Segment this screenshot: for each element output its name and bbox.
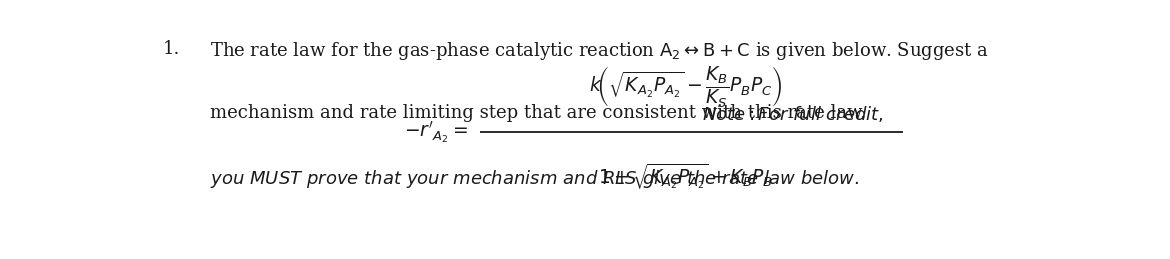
Text: $\it{Note: For\ full\ credit,}$: $\it{Note: For\ full\ credit,}$ [702,104,883,124]
Text: The rate law for the gas-phase catalytic reaction $\mathrm{A_2 \leftrightarrow B: The rate law for the gas-phase catalytic… [209,40,989,62]
Text: 1.: 1. [163,40,180,58]
Text: mechanism and rate limiting step that are consistent with this rate law.: mechanism and rate limiting step that ar… [209,104,872,122]
Text: $1 + \sqrt{K_{A_2}P_{A_2}} + K_B P_B$: $1 + \sqrt{K_{A_2}P_{A_2}} + K_B P_B$ [598,161,773,191]
Text: $k\!\left(\sqrt{K_{A_2}P_{A_2}} - \dfrac{K_B}{K_S}P_B P_C\right)$: $k\!\left(\sqrt{K_{A_2}P_{A_2}} - \dfrac… [589,64,783,109]
Text: $-r'_{A_2} =$: $-r'_{A_2} =$ [405,119,468,145]
Text: $\it{you\ MUST\ prove\ that\ your\ mechanism\ and\ RLS\ give\ the\ rate\ law\ be: $\it{you\ MUST\ prove\ that\ your\ mecha… [209,168,859,190]
